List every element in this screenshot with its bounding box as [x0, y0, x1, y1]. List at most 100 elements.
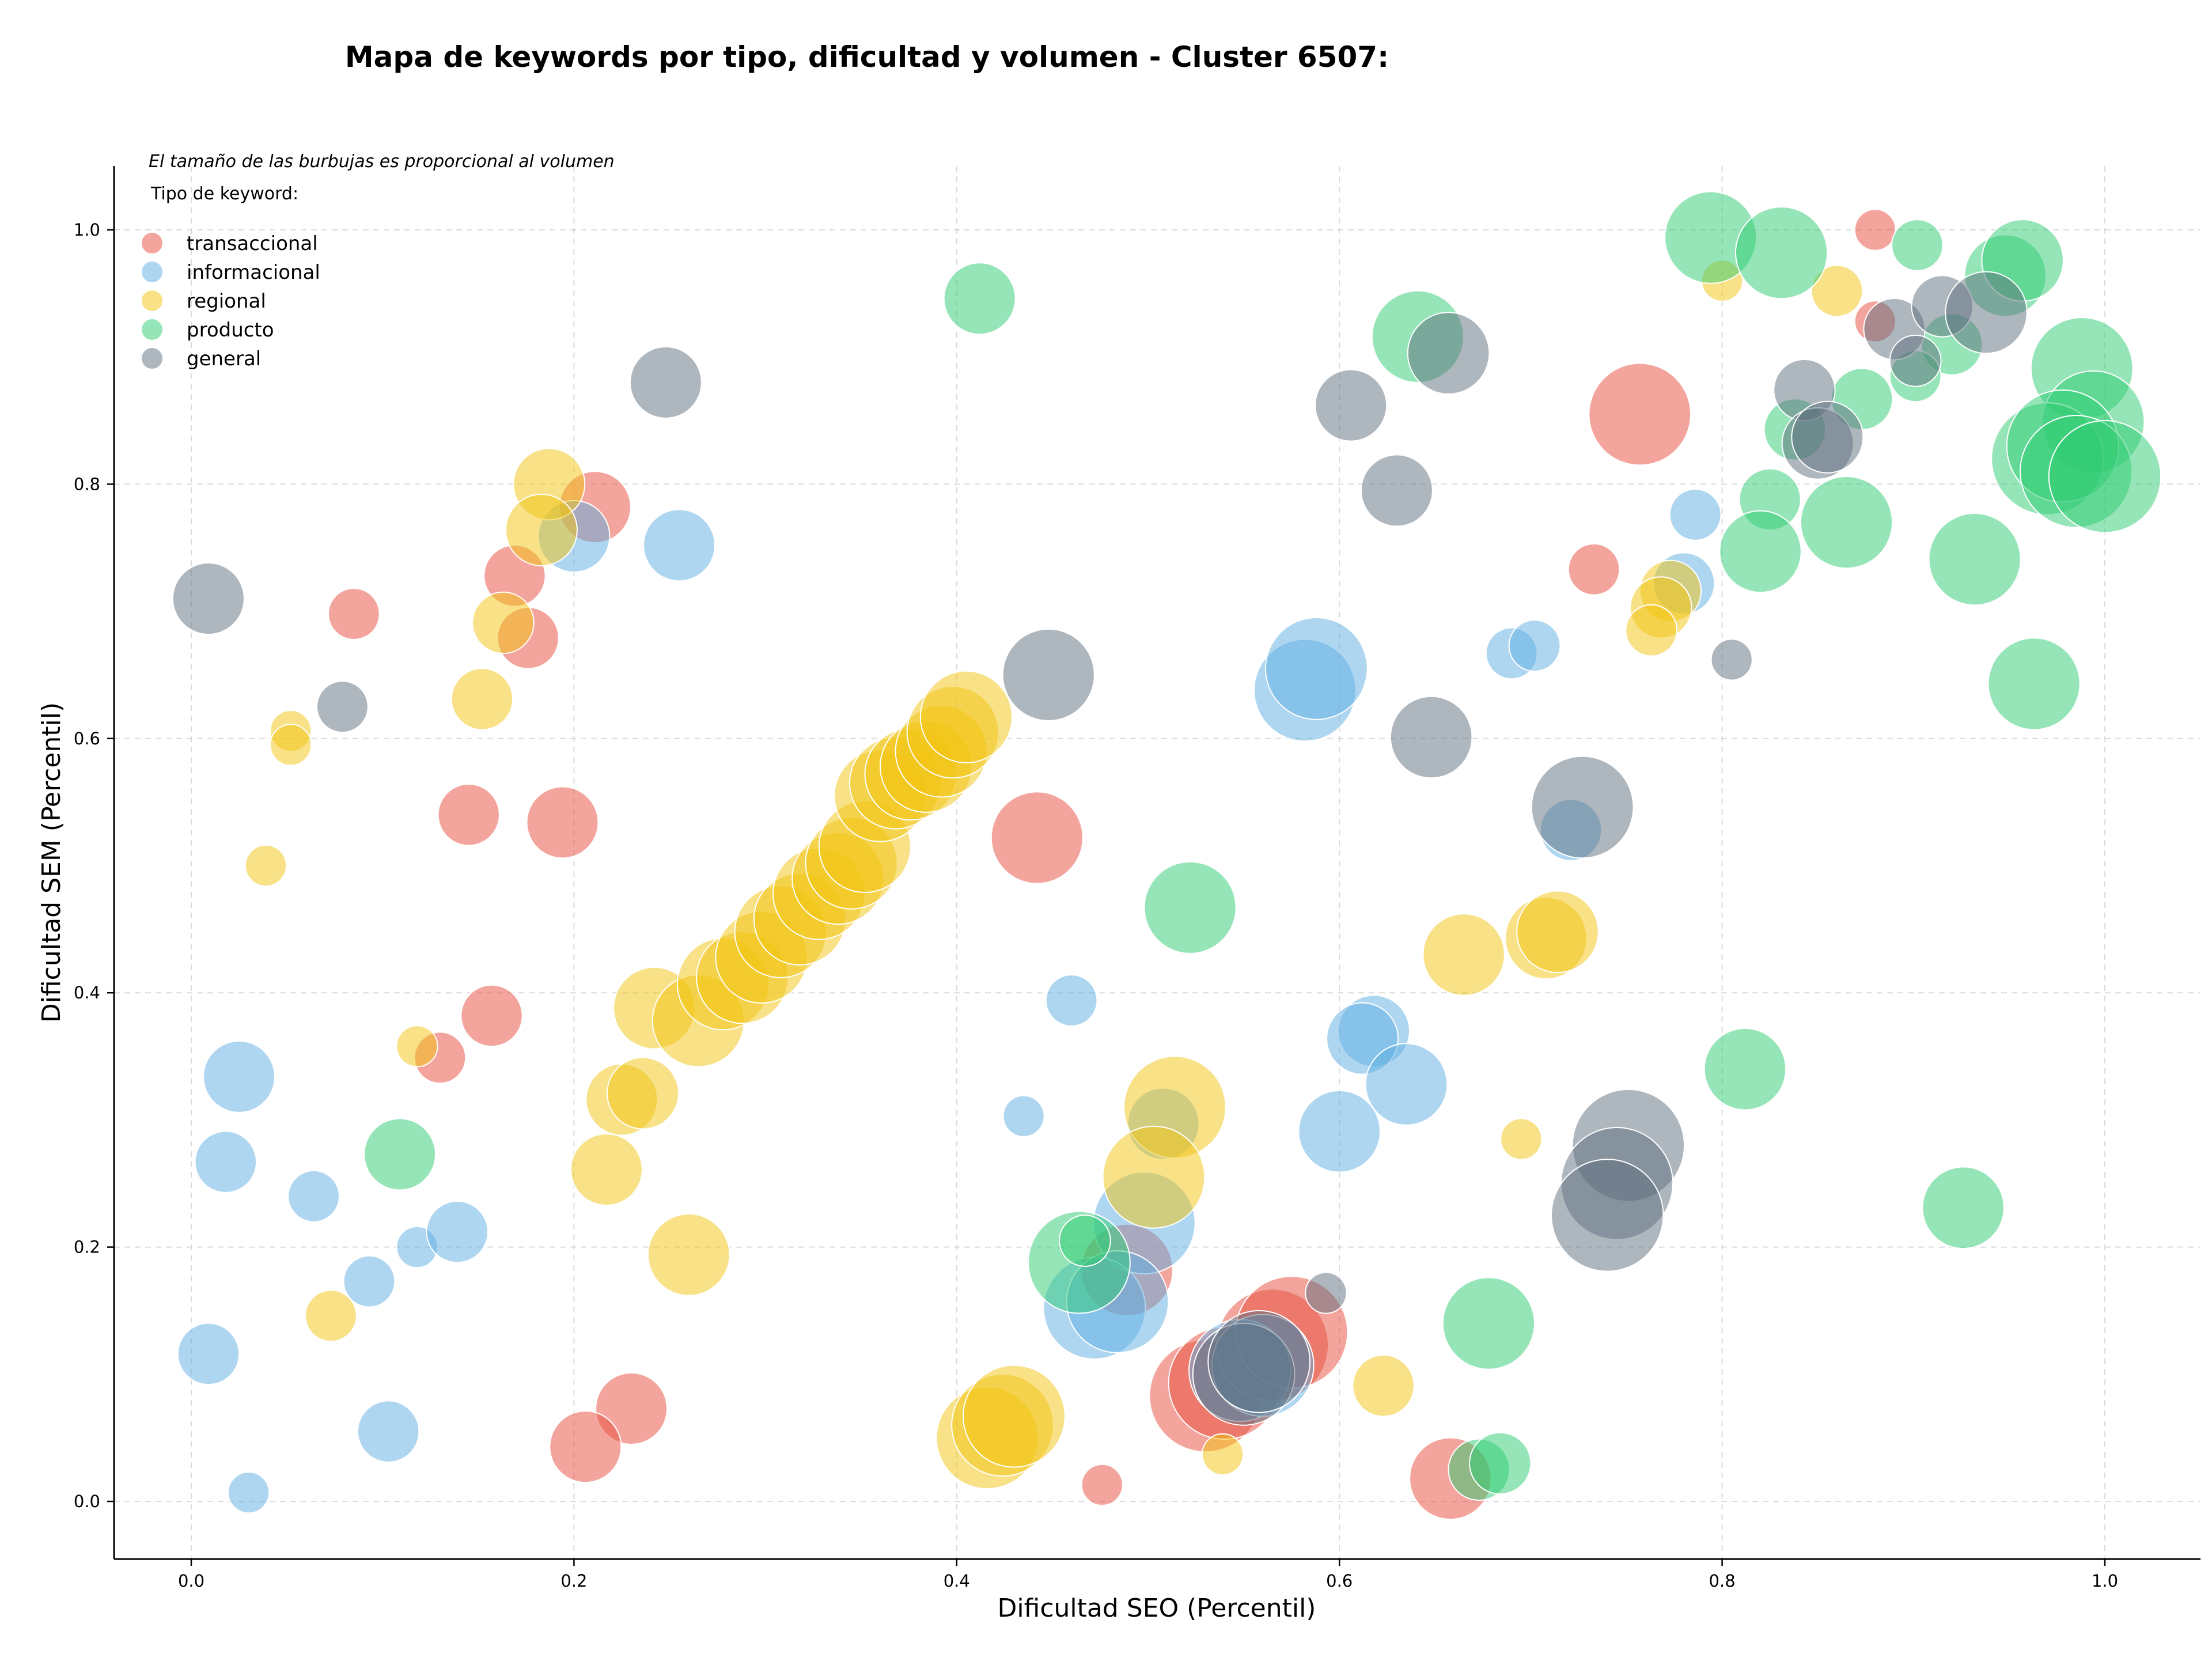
bubble-producto [943, 262, 1016, 335]
x-tick-label: 0.2 [560, 1571, 587, 1591]
bubble-informacional [1298, 1089, 1381, 1173]
bubble-producto [1058, 1214, 1111, 1267]
bubble-transaccional [460, 984, 523, 1047]
bubble-producto [1703, 1027, 1787, 1111]
bubble-general [1889, 334, 1942, 387]
bubble-regional [472, 591, 535, 654]
size-note: El tamaño de las burbujas es proporciona… [149, 152, 615, 172]
bubble-producto [1143, 861, 1237, 954]
y-axis-title: Dificultad SEM (Percentil) [37, 702, 66, 1023]
legend-marker-general [142, 348, 162, 369]
bubble-producto [2048, 419, 2162, 534]
bubble-general [1791, 400, 1864, 474]
bubble-transaccional [327, 588, 380, 640]
bubble-informacional [1508, 619, 1561, 672]
bubble-general [1360, 454, 1433, 527]
bubble-transaccional [1588, 362, 1692, 466]
bubble-informacional [228, 1471, 270, 1514]
bubble-regional [1500, 1118, 1543, 1160]
bubble-producto [1928, 513, 2021, 606]
bubble-producto [363, 1118, 437, 1191]
bubble-informacional [287, 1170, 340, 1223]
bubble-regional [1201, 1433, 1244, 1475]
bubble-informacional [426, 1200, 488, 1263]
bubble-transaccional [1567, 543, 1620, 596]
bubble-regional [244, 844, 287, 887]
bubble-transaccional [990, 791, 1084, 884]
bubbles [172, 191, 2162, 1520]
bubble-producto [1469, 1432, 1532, 1494]
bubble-informacional [1264, 617, 1368, 720]
legend-label-transaccional: transaccional [187, 232, 318, 255]
bubble-informacional [343, 1255, 396, 1308]
legend-marker-transaccional [142, 233, 162, 253]
y-tick-label: 0.0 [74, 1492, 100, 1511]
bubble-regional [919, 670, 1013, 763]
bubble-producto [1987, 637, 2081, 731]
bubble-general [1207, 1310, 1311, 1413]
bubble-general [1710, 638, 1753, 681]
legend-title: Tipo de keyword: [150, 184, 298, 204]
bubble-general [1305, 1272, 1347, 1314]
bubble-regional [647, 1213, 730, 1296]
legend: El tamaño de las burbujas es proporciona… [142, 152, 615, 370]
bubble-regional [570, 1133, 643, 1206]
x-tick-label: 1.0 [2092, 1571, 2118, 1591]
bubble-regional [1352, 1354, 1415, 1417]
bubble-general [1531, 755, 1634, 859]
bubble-informacional [643, 509, 716, 582]
bubble-general [1945, 271, 2028, 354]
y-tick-label: 0.2 [74, 1238, 100, 1257]
bubble-regional [505, 493, 578, 566]
bubble-informacional [357, 1400, 420, 1463]
legend-marker-producto [142, 319, 162, 340]
y-tick-label: 0.6 [74, 729, 100, 748]
bubble-general [1551, 1159, 1664, 1272]
bubble-general [172, 562, 245, 635]
legend-label-producto: producto [187, 319, 274, 342]
bubble-regional [396, 1025, 438, 1068]
bubble-general [316, 680, 369, 733]
y-tick-label: 1.0 [74, 220, 100, 240]
bubble-informacional [1669, 488, 1722, 541]
bubble-regional [1102, 1125, 1206, 1229]
bubble-general [629, 346, 702, 419]
bubble-informacional [1045, 974, 1098, 1027]
legend-marker-informacional [142, 262, 162, 282]
bubble-general [1389, 695, 1473, 779]
grid [114, 166, 2200, 1559]
bubble-transaccional [1854, 209, 1896, 251]
legend-label-general: general [187, 347, 261, 370]
bubble-regional [450, 668, 514, 731]
bubble-producto [1922, 1166, 2005, 1249]
bubble-informacional [1365, 1043, 1448, 1126]
y-tick-label: 0.8 [74, 474, 100, 494]
bubble-regional [305, 1289, 357, 1342]
x-tick-label: 0.6 [1326, 1571, 1353, 1591]
y-tick-label: 0.4 [74, 983, 100, 1002]
bubble-transaccional [526, 786, 599, 859]
bubble-regional [1516, 890, 1599, 974]
bubble-regional [606, 1057, 679, 1130]
axis-ticks: 0.0 0.2 0.4 0.6 0.8 1.0 0.0 0.2 0.4 0.6 0.8 1.0 [74, 220, 2118, 1591]
x-axis-title: Dificultad SEO (Percentil) [998, 1594, 1316, 1623]
bubble-transaccional [549, 1410, 622, 1484]
bubble-producto [1734, 206, 1828, 300]
legend-label-regional: regional [187, 290, 266, 313]
bubble-regional [1422, 913, 1505, 996]
bubble-informacional [177, 1322, 240, 1386]
bubble-informacional [203, 1040, 276, 1113]
x-tick-label: 0.0 [178, 1571, 204, 1591]
bubble-general [1002, 628, 1095, 722]
legend-marker-regional [142, 290, 162, 311]
x-tick-label: 0.4 [944, 1571, 970, 1591]
bubble-transaccional [437, 784, 500, 846]
bubble-regional [963, 1364, 1066, 1468]
bubble-general [1315, 369, 1388, 442]
bubble-transaccional [1081, 1463, 1123, 1506]
bubble-producto [1891, 219, 1944, 271]
chart-title: Mapa de keywords por tipo, dificultad y … [345, 40, 1389, 74]
legend-label-informacional: informacional [187, 261, 320, 284]
bubble-regional [270, 724, 312, 766]
